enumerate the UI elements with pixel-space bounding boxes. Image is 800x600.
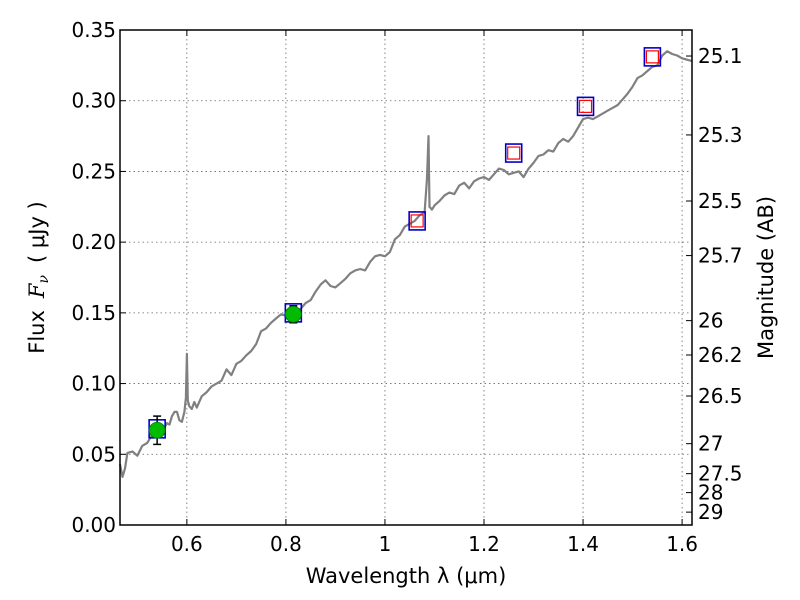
x-axis-label: Wavelength λ (μm)	[306, 564, 507, 588]
upper-limit-point	[410, 214, 424, 228]
axis-ticks: 0.6 0.8 1 1.2 1.4 1.6 0.00 0.05 0.10 0.15 0.20 0.25…	[71, 18, 742, 556]
y-tick-label: 0.15	[71, 301, 116, 325]
detection-point	[284, 305, 302, 323]
y-tick-label: 0.20	[71, 230, 116, 254]
upper-limit-point	[578, 99, 593, 113]
y-tick-label: 0.10	[71, 372, 116, 396]
mag-tick-label: 25.5	[698, 189, 743, 213]
x-tick-label: 0.8	[270, 532, 302, 556]
y2-axis-label: Magnitude (AB)	[754, 196, 778, 359]
upper-limit-point	[507, 146, 521, 160]
mag-tick-label: 26.2	[698, 343, 743, 367]
plot-frame	[119, 29, 693, 526]
y-tick-label: 0.25	[71, 159, 116, 183]
detection-point	[148, 421, 166, 439]
model-point	[408, 211, 426, 231]
mag-tick-label: 27	[698, 432, 723, 456]
y-tick-label: 0.05	[71, 442, 116, 466]
y-tick-label: 0.30	[71, 89, 116, 113]
x-tick-label: 1.6	[666, 532, 698, 556]
mag-tick-label: 27.5	[698, 462, 743, 486]
mag-tick-label: 25.7	[698, 244, 743, 268]
x-tick-label: 1	[379, 532, 392, 556]
y-axis-label-symbol: F	[25, 282, 49, 299]
mag-tick-label: 29	[698, 500, 723, 524]
x-tick-label: 1.2	[468, 532, 500, 556]
x-tick-label: 1.4	[567, 532, 599, 556]
template-spectrum-line	[118, 50, 693, 478]
mag-tick-label: 26	[698, 309, 723, 333]
mag-tick-label: 25.3	[698, 123, 743, 147]
x-tick-label: 0.6	[171, 532, 203, 556]
model-point	[504, 143, 523, 163]
mag-tick-label: 28	[698, 481, 723, 505]
y-tick-label: 0.00	[71, 513, 116, 537]
mag-tick-label: 25.1	[698, 44, 743, 68]
mag-tick-label: 26.5	[698, 384, 743, 408]
y-axis-label-main: Flux	[25, 310, 49, 354]
model-point	[576, 96, 595, 117]
y-axis-label-subscript: ν	[36, 275, 52, 284]
y-axis-label: Flux Fν ( μJy )	[25, 201, 52, 353]
y-axis-label-unit: ( μJy )	[25, 201, 49, 263]
plot-series	[118, 47, 693, 478]
model-point	[643, 47, 662, 67]
y-tick-label: 0.35	[71, 18, 116, 42]
upper-limit-point	[645, 50, 659, 64]
